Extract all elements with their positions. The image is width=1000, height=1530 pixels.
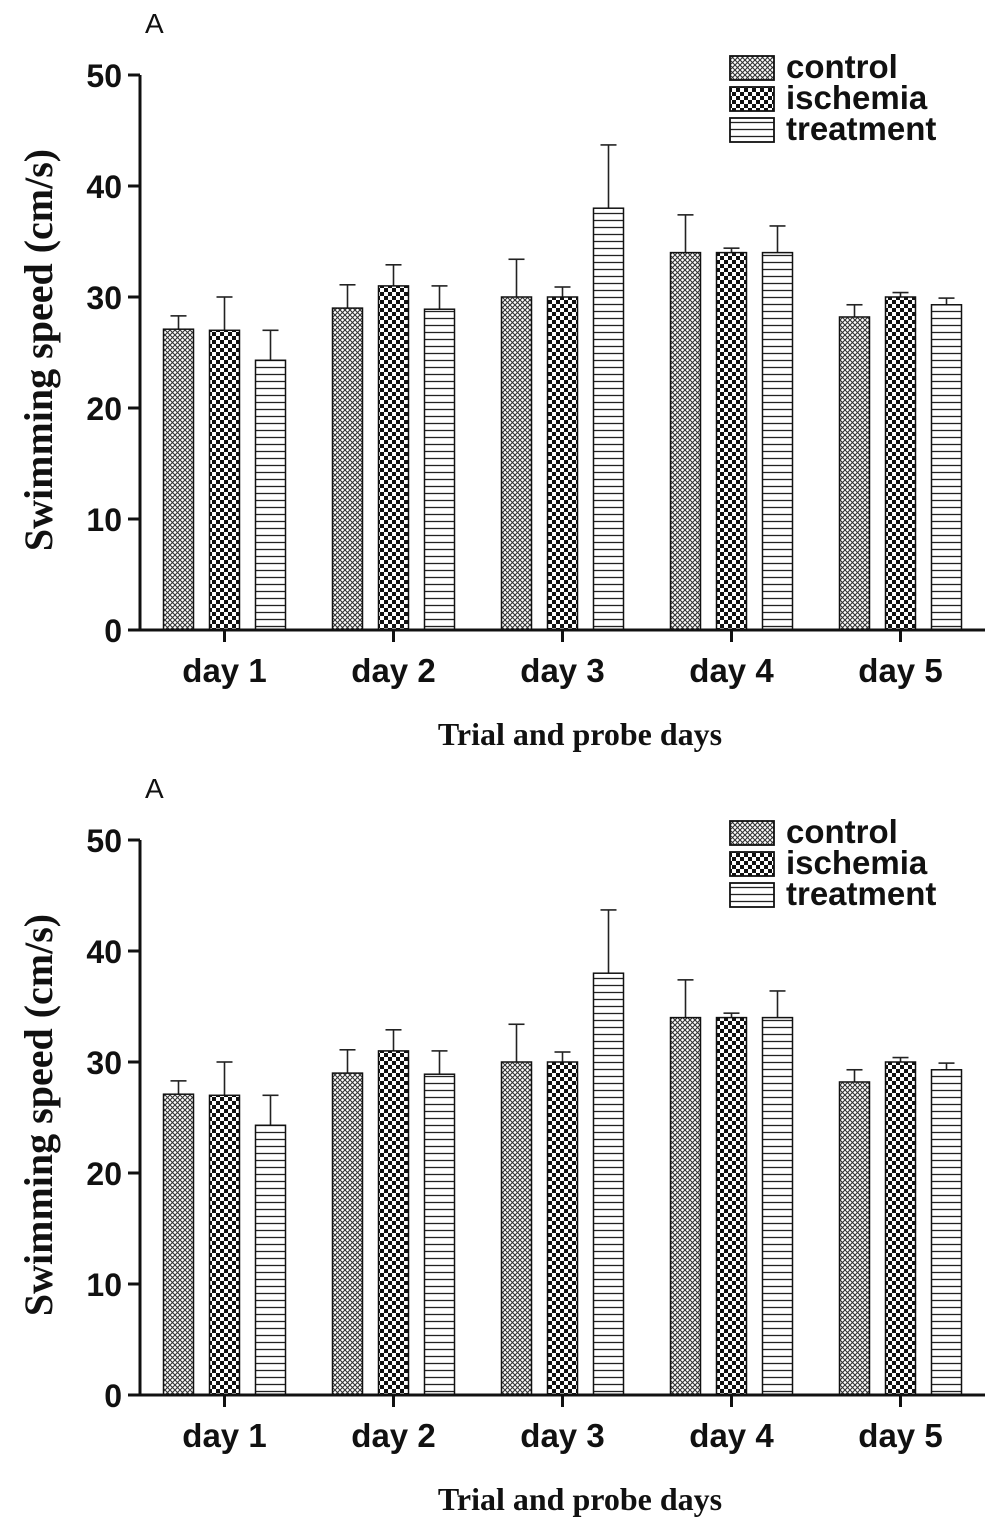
- y-tick-label: 50: [86, 58, 122, 94]
- bar-ischemia-2: [377, 1050, 410, 1396]
- legend-swatch-treatment: [729, 117, 775, 143]
- y-tick-label: 40: [86, 934, 122, 970]
- bar-control-3: [500, 1061, 533, 1396]
- y-tick-label: 10: [86, 502, 122, 538]
- bar-treatment-3: [592, 972, 625, 1396]
- bar-ischemia-3: [546, 1061, 579, 1396]
- bar-treatment-4: [761, 1016, 794, 1396]
- x-tick-label: day 2: [351, 1417, 435, 1454]
- legend-label-ischemia: ischemia: [786, 844, 928, 881]
- y-tick-label: 10: [86, 1267, 122, 1303]
- chart-panel-bottom: A 0 10 20 30 40 50 day 1 day 2 day 3 day 4 day 5 Tri…: [0, 765, 1000, 1530]
- x-axis-title: Trial and probe days: [438, 1481, 722, 1517]
- y-axis-title: Swimming speed (cm/s): [16, 914, 61, 1316]
- x-tick-label: day 5: [858, 652, 942, 689]
- bar-control-4: [669, 1016, 702, 1396]
- y-tick-label: 30: [86, 1045, 122, 1081]
- bar-treatment-1: [254, 359, 287, 631]
- bar-treatment-1: [254, 1124, 287, 1396]
- legend-swatch-ischemia: [729, 851, 775, 877]
- panel-label: A: [145, 8, 164, 39]
- y-tick-label: 0: [104, 613, 122, 649]
- legend-swatch-control: [729, 55, 775, 81]
- bar-ischemia-3: [546, 296, 579, 631]
- bar-control-2: [331, 1072, 364, 1396]
- bar-control-3: [500, 296, 533, 631]
- bar-control-5: [838, 1081, 871, 1396]
- bar-treatment-4: [761, 251, 794, 631]
- bar-treatment-2: [423, 1073, 456, 1396]
- legend-label-treatment: treatment: [786, 110, 936, 147]
- bar-ischemia-4: [715, 1016, 748, 1396]
- legend-swatch-treatment: [729, 882, 775, 908]
- y-tick-label: 20: [86, 391, 122, 427]
- x-tick-label: day 4: [689, 652, 774, 689]
- y-axis-title: Swimming speed (cm/s): [16, 149, 61, 551]
- x-tick-label: day 1: [182, 1417, 266, 1454]
- bar-treatment-5: [930, 304, 963, 631]
- bar-ischemia-4: [715, 251, 748, 631]
- x-tick-label: day 3: [520, 652, 604, 689]
- bar-treatment-3: [592, 207, 625, 631]
- bar-control-1: [162, 328, 195, 631]
- bar-control-2: [331, 307, 364, 631]
- bar-control-1: [162, 1093, 195, 1396]
- y-tick-label: 20: [86, 1156, 122, 1192]
- x-tick-label: day 4: [689, 1417, 774, 1454]
- panel-label: A: [145, 773, 164, 804]
- x-tick-label: day 2: [351, 652, 435, 689]
- legend-label-ischemia: ischemia: [786, 79, 928, 116]
- y-tick-label: 30: [86, 280, 122, 316]
- y-tick-label: 40: [86, 169, 122, 205]
- y-tick-label: 50: [86, 823, 122, 859]
- bar-ischemia-1: [208, 329, 241, 631]
- bar-ischemia-5: [884, 1061, 917, 1396]
- legend-swatch-ischemia: [729, 86, 775, 112]
- bar-ischemia-5: [884, 296, 917, 631]
- y-tick-label: 0: [104, 1378, 122, 1414]
- bar-ischemia-2: [377, 285, 410, 631]
- bar-ischemia-1: [208, 1094, 241, 1396]
- bar-treatment-2: [423, 308, 456, 631]
- x-tick-label: day 3: [520, 1417, 604, 1454]
- bar-control-5: [838, 316, 871, 631]
- legend-swatch-control: [729, 820, 775, 846]
- chart-panel-top: A 0 10 20 30 40 50 day 1 day 2 day 3 day 4 day 5 Tri…: [16, 8, 985, 752]
- x-tick-label: day 1: [182, 652, 266, 689]
- x-tick-label: day 5: [858, 1417, 942, 1454]
- x-axis-title: Trial and probe days: [438, 716, 722, 752]
- legend-label-control: control: [786, 813, 898, 850]
- chart-svg-top: A 0 10 20 30 40 50 day 1 day 2 day 3 day 4 day 5 Tri…: [16, 8, 985, 752]
- bar-treatment-5: [930, 1069, 963, 1396]
- chart-svg-bottom: A 0 10 20 30 40 50 day 1 day 2 day 3 day 4 day 5 Tri…: [16, 773, 985, 1517]
- bar-control-4: [669, 251, 702, 631]
- legend-label-treatment: treatment: [786, 875, 936, 912]
- legend-label-control: control: [786, 48, 898, 85]
